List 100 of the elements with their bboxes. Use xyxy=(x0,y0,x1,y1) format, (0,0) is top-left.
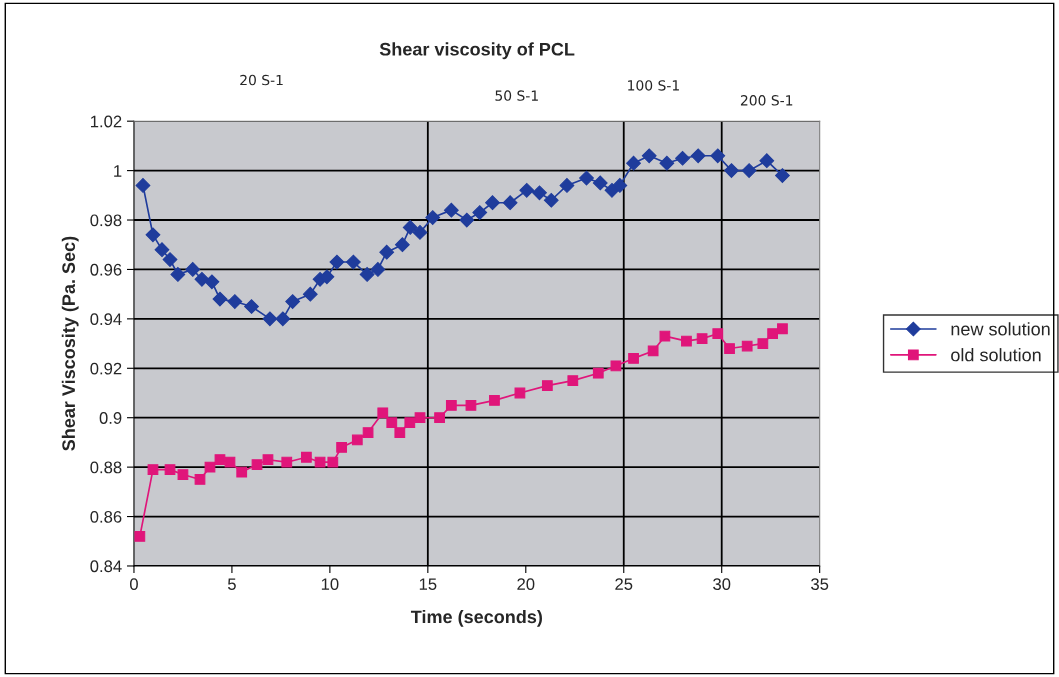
point xyxy=(236,466,248,478)
point xyxy=(472,205,488,221)
chart-title: Shear viscosity of PCL xyxy=(379,42,575,60)
point xyxy=(543,192,559,208)
x-tick-label: 30 xyxy=(713,578,731,591)
point xyxy=(214,454,226,466)
x-tick-label: 15 xyxy=(419,578,437,591)
point xyxy=(610,360,622,372)
y-tick-label: 0.88 xyxy=(90,461,122,474)
point xyxy=(741,340,753,352)
y-tick-label: 0.84 xyxy=(90,560,122,573)
y-axis-title: Shear Viscosity (Pa. Sec) xyxy=(61,236,79,451)
point xyxy=(592,175,608,191)
point xyxy=(194,271,210,287)
point xyxy=(402,220,418,235)
point xyxy=(300,451,312,463)
point xyxy=(227,294,243,309)
point xyxy=(690,148,706,164)
point xyxy=(567,375,579,387)
point xyxy=(445,399,457,411)
point xyxy=(377,407,389,419)
point xyxy=(164,464,176,475)
text: 200 S-1 xyxy=(740,95,793,106)
point xyxy=(212,291,228,307)
point xyxy=(681,335,692,347)
point xyxy=(275,311,291,327)
point xyxy=(777,323,788,335)
point xyxy=(489,395,500,406)
point xyxy=(459,212,475,228)
point xyxy=(329,254,345,270)
text: 100 S-1 xyxy=(628,80,679,91)
point xyxy=(710,148,726,164)
y-tick-label: 0.98 xyxy=(90,214,122,227)
point xyxy=(285,294,301,309)
point xyxy=(185,262,201,277)
text: 50 S-1 xyxy=(495,90,538,101)
point xyxy=(724,163,739,178)
point xyxy=(775,168,790,183)
point xyxy=(465,399,477,411)
x-axis-title: Time (seconds) xyxy=(410,609,542,627)
point xyxy=(351,434,363,446)
point xyxy=(251,459,263,471)
y-tick-label: 0.96 xyxy=(90,263,122,276)
point xyxy=(767,328,779,340)
point xyxy=(147,464,159,475)
point xyxy=(145,227,161,243)
point xyxy=(370,262,386,277)
point xyxy=(696,333,708,345)
point xyxy=(204,274,220,290)
point xyxy=(394,427,406,438)
text: 20 S-1 xyxy=(240,74,283,86)
y-tick-label: 0.86 xyxy=(90,510,122,523)
y-tick-label: 0.94 xyxy=(90,313,122,326)
y-tick-label: 1 xyxy=(114,165,122,177)
point xyxy=(628,353,639,364)
point xyxy=(532,185,547,201)
point xyxy=(345,254,361,270)
point xyxy=(579,170,594,186)
point xyxy=(327,456,339,468)
point xyxy=(724,343,735,354)
x-tick-label: 0 xyxy=(129,578,138,591)
point xyxy=(154,242,170,258)
point xyxy=(281,456,293,468)
point xyxy=(626,155,641,171)
point xyxy=(224,456,236,468)
point xyxy=(612,178,628,193)
point xyxy=(404,417,416,429)
point xyxy=(757,338,769,349)
point xyxy=(362,427,374,438)
point xyxy=(425,210,441,225)
point xyxy=(135,178,151,193)
point xyxy=(170,266,186,282)
point xyxy=(359,266,375,282)
point xyxy=(641,148,657,164)
point xyxy=(541,380,553,391)
point xyxy=(675,150,690,166)
y-tick-label: 0.92 xyxy=(90,362,122,375)
point xyxy=(379,244,395,260)
legend-label: new solution xyxy=(951,322,1050,336)
point xyxy=(741,163,757,178)
x-tick-label: 20 xyxy=(517,578,535,591)
point xyxy=(502,195,518,211)
point xyxy=(262,454,274,466)
point xyxy=(386,417,398,429)
point xyxy=(712,328,724,340)
point xyxy=(204,461,216,473)
point xyxy=(443,202,459,218)
point xyxy=(414,412,426,424)
x-tick-label: 10 xyxy=(321,578,339,591)
point xyxy=(394,237,410,253)
point xyxy=(134,530,146,542)
y-tick-label: 1.02 xyxy=(90,115,122,128)
point xyxy=(659,155,675,171)
point xyxy=(659,330,671,342)
legend-label: old solution xyxy=(951,348,1041,362)
point xyxy=(314,456,326,468)
point xyxy=(434,412,445,424)
y-tick-label: 0.9 xyxy=(99,412,122,424)
point xyxy=(302,286,318,302)
point xyxy=(262,311,278,327)
